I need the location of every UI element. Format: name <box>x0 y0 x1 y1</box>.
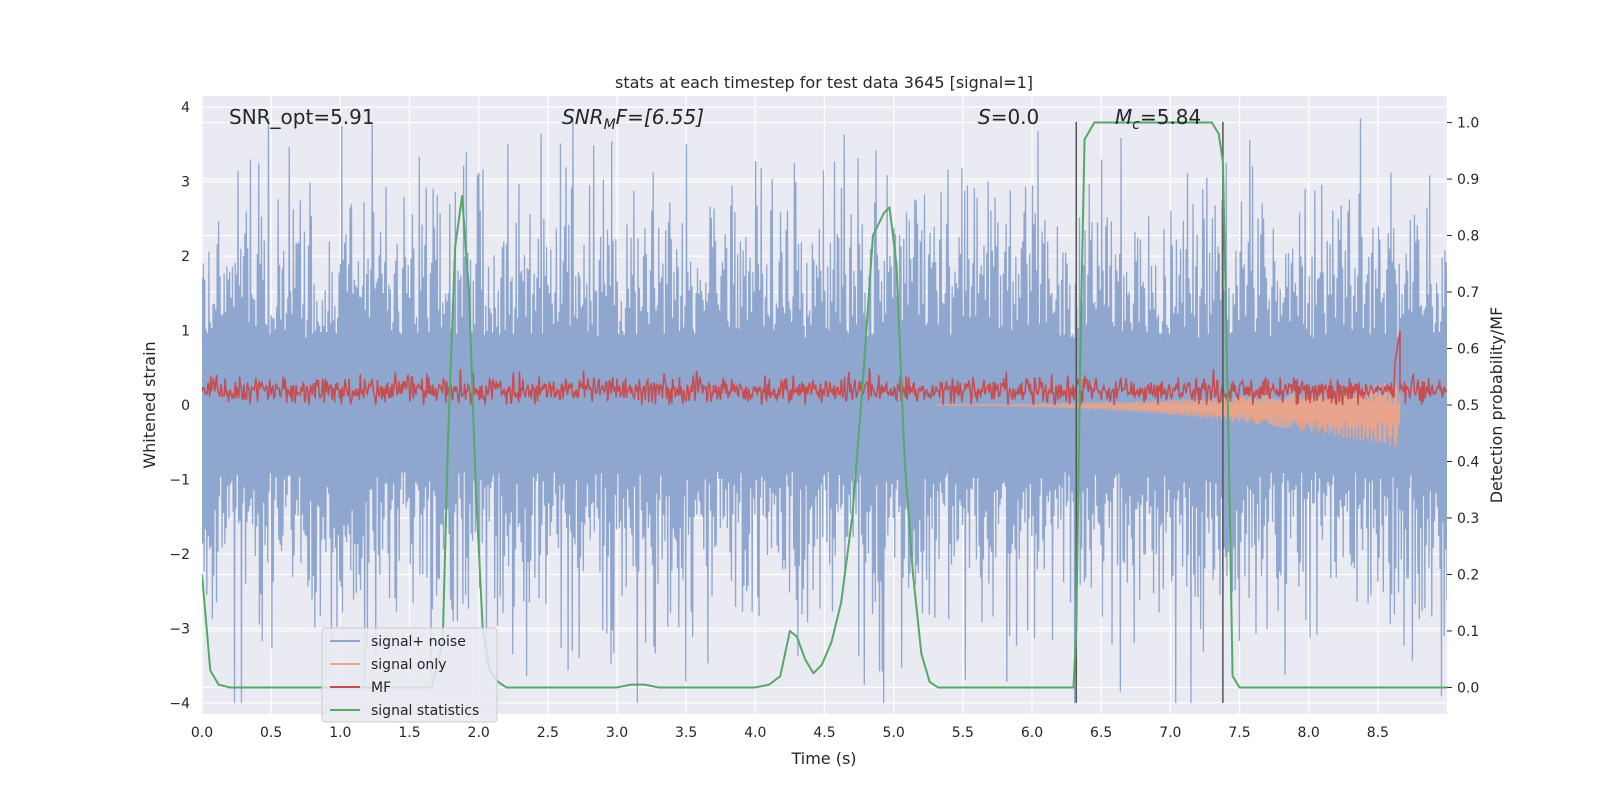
legend-box <box>321 627 498 723</box>
y-tick-label: 2 <box>181 249 190 265</box>
annotation-mc: Mc=5.84 <box>1115 105 1201 133</box>
y2-axis-ticks: 0.0 0.1 0.2 0.3 0.4 0.5 0.6 0.7 0.8 0.9 1.0 <box>1447 116 1479 696</box>
series-signal-only <box>935 382 1401 448</box>
x-tick-label: 6.0 <box>1021 725 1043 741</box>
chart-title: stats at each timestep for test data 364… <box>615 73 1033 92</box>
x-tick-label: 2.0 <box>468 725 490 741</box>
annotation-snr-mf: SNRMF=[6.55] <box>562 105 704 133</box>
legend-label-signal-noise: signal+ noise <box>371 634 466 650</box>
series-signal-noise <box>202 118 1447 703</box>
legend-label-signal-only: signal only <box>371 657 446 673</box>
x-tick-label: 6.5 <box>1090 725 1112 741</box>
y-tick-label: −3 <box>169 621 190 637</box>
x-tick-label: 5.0 <box>883 725 905 741</box>
annotation-snr-opt: SNR_opt=5.91 <box>229 105 375 129</box>
y-axis-ticks: −4 −3 −2 −1 0 1 2 3 4 <box>169 100 190 712</box>
signal-noise-line <box>202 118 1447 703</box>
y2-tick-label: 0.3 <box>1457 511 1479 527</box>
legend: signal+ noise signal only MF signal stat… <box>321 627 498 723</box>
x-tick-label: 5.5 <box>952 725 974 741</box>
x-tick-label: 4.5 <box>813 725 835 741</box>
y-tick-label: −1 <box>169 472 190 488</box>
legend-label-signal-statistics: signal statistics <box>371 703 479 719</box>
y2-tick-label: 0.2 <box>1457 567 1479 583</box>
y-tick-label: 0 <box>181 398 190 414</box>
annotation-snr-mf-base: SNR <box>562 105 604 129</box>
y-tick-label: 4 <box>181 100 190 116</box>
y-tick-label: 1 <box>181 324 190 340</box>
x-tick-label: 8.5 <box>1367 725 1389 741</box>
x-tick-label: 0.0 <box>191 725 213 741</box>
series-signal-statistics <box>202 121 1447 689</box>
y2-tick-label: 0.0 <box>1457 680 1479 696</box>
legend-label-mf: MF <box>371 680 391 696</box>
y2-tick-label: 0.5 <box>1457 398 1479 414</box>
annotation-mc-sub: c <box>1132 117 1140 133</box>
x-tick-label: 8.0 <box>1298 725 1320 741</box>
series-mf <box>202 330 1447 406</box>
x-tick-label: 3.5 <box>675 725 697 741</box>
x-tick-label: 7.0 <box>1159 725 1181 741</box>
x-tick-label: 2.5 <box>537 725 559 741</box>
x-axis-label: Time (s) <box>790 749 856 768</box>
y2-tick-label: 0.1 <box>1457 624 1479 640</box>
mf-line <box>202 330 1447 406</box>
annotation-s-symbol: S <box>978 105 991 129</box>
y-axis-label: Whitened strain <box>140 341 159 468</box>
annotation-s-value: =0.0 <box>991 105 1040 129</box>
x-tick-label: 1.0 <box>329 725 351 741</box>
y2-tick-label: 0.4 <box>1457 454 1479 470</box>
annotation-snr-mf-f: F=[6.55] <box>616 105 704 129</box>
annotation-s: S=0.0 <box>978 105 1039 129</box>
signal-only-line <box>935 382 1401 448</box>
y2-tick-label: 1.0 <box>1457 116 1479 132</box>
y2-tick-label: 0.6 <box>1457 342 1479 358</box>
x-tick-label: 3.0 <box>606 725 628 741</box>
plot-layer <box>202 118 1447 703</box>
x-tick-label: 1.5 <box>398 725 420 741</box>
y2-axis-label: Detection probability/MF <box>1487 307 1506 504</box>
x-axis-ticks: 0.0 0.5 1.0 1.5 2.0 2.5 3.0 3.5 4.0 4.5 5.0 5.5 6.0 6… <box>191 725 1389 741</box>
x-tick-label: 4.0 <box>744 725 766 741</box>
x-tick-label: 7.5 <box>1228 725 1250 741</box>
y-tick-label: −2 <box>169 547 190 563</box>
signal-statistics-line <box>202 121 1447 689</box>
y-tick-label: 3 <box>181 175 190 191</box>
x-tick-label: 0.5 <box>260 725 282 741</box>
y2-tick-label: 0.9 <box>1457 172 1479 188</box>
y-tick-label: −4 <box>169 696 190 712</box>
y2-tick-label: 0.8 <box>1457 229 1479 245</box>
annotation-mc-value: =5.84 <box>1140 105 1201 129</box>
annotation-mc-symbol: M <box>1115 105 1132 129</box>
annotation-snr-mf-sub: M <box>604 117 616 133</box>
y2-tick-label: 0.7 <box>1457 285 1479 301</box>
